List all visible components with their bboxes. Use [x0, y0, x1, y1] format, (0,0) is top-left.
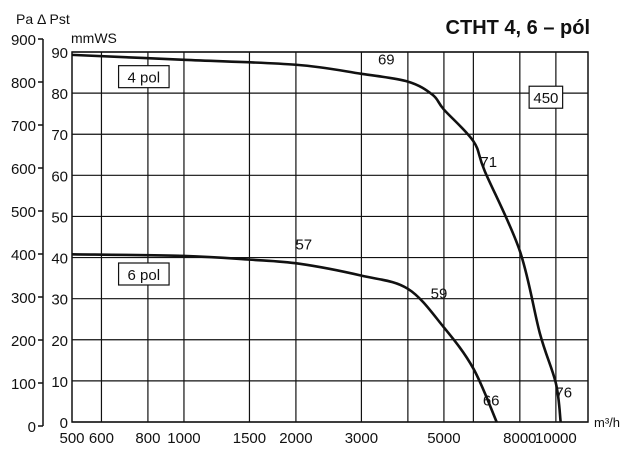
- y-tick-label-mmws: 90: [51, 45, 68, 62]
- y-axis-label-pa: Pa Δ Pst: [16, 11, 70, 27]
- y-tick-label-mmws: 10: [51, 374, 68, 391]
- y-tick-label-pa: 500: [11, 204, 36, 221]
- y-tick-label-pa: 400: [11, 247, 36, 264]
- y-tick-label-mmws: 50: [51, 209, 68, 226]
- x-tick-label: 500: [59, 430, 84, 447]
- x-tick-label: 800: [135, 430, 160, 447]
- y-tick-label-pa: 700: [11, 118, 36, 135]
- boxed-label-frame: [117, 262, 170, 286]
- y-axis-label-mmws: mmWS: [71, 30, 117, 46]
- labels: 69 71 57 59 66 76 4 pol 6 pol 450: [117, 51, 572, 410]
- y-tick-label-mmws: 60: [51, 168, 68, 185]
- curve-annotation: 59: [431, 286, 448, 303]
- y-tick-label-mmws: 70: [51, 127, 68, 144]
- y-tick-label-mmws: 30: [51, 292, 68, 309]
- y-tick-label-mmws: 80: [51, 86, 68, 103]
- y-tick-label-mmws: 0: [60, 415, 68, 432]
- x-tick-label: 5000: [427, 430, 460, 447]
- boxed-label: 6 pol: [128, 267, 161, 284]
- curve-annotation: 69: [378, 51, 395, 68]
- series-line-6-pol: [71, 252, 498, 423]
- x-tick-label: 600: [89, 430, 114, 447]
- x-tick-label: 2000: [279, 430, 312, 447]
- y-tick-label-pa: 100: [11, 376, 36, 393]
- curves: [71, 53, 562, 423]
- curve-annotation: 66: [483, 393, 500, 410]
- y-tick-label-pa: 900: [11, 32, 36, 49]
- y-tick-label-mmws: 20: [51, 333, 68, 350]
- grid: [71, 51, 589, 423]
- plot-frame: [71, 51, 589, 423]
- y-tick-label-mmws: 40: [51, 251, 68, 268]
- boxed-label: 4 pol: [128, 70, 161, 87]
- y-tick-label-pa: 800: [11, 75, 36, 92]
- x-tick-label: 10000: [535, 430, 577, 447]
- x-tick-label: 8000: [503, 430, 536, 447]
- series-line-4-pol: [71, 53, 562, 423]
- boxed-label: 450: [533, 90, 558, 107]
- y-tick-label-pa: 600: [11, 161, 36, 178]
- chart-title: CTHT 4, 6 – pól: [446, 17, 590, 39]
- boxed-label-frame: [117, 65, 170, 89]
- y-tick-label-pa: 0: [28, 419, 36, 436]
- x-axis-label: m³/h: [594, 415, 620, 430]
- curve-annotation: 76: [555, 384, 572, 401]
- y-tick-label-pa: 300: [11, 290, 36, 307]
- y-tick-label-pa: 200: [11, 333, 36, 350]
- curve-annotation: 57: [295, 236, 312, 253]
- x-tick-label: 1500: [233, 430, 266, 447]
- x-tick-label: 3000: [345, 430, 378, 447]
- curve-annotation: 71: [480, 154, 497, 171]
- axes: 0102030405060708090010020030040050060070…: [11, 32, 577, 447]
- x-tick-label: 1000: [167, 430, 200, 447]
- boxed-label-frame: [528, 85, 564, 109]
